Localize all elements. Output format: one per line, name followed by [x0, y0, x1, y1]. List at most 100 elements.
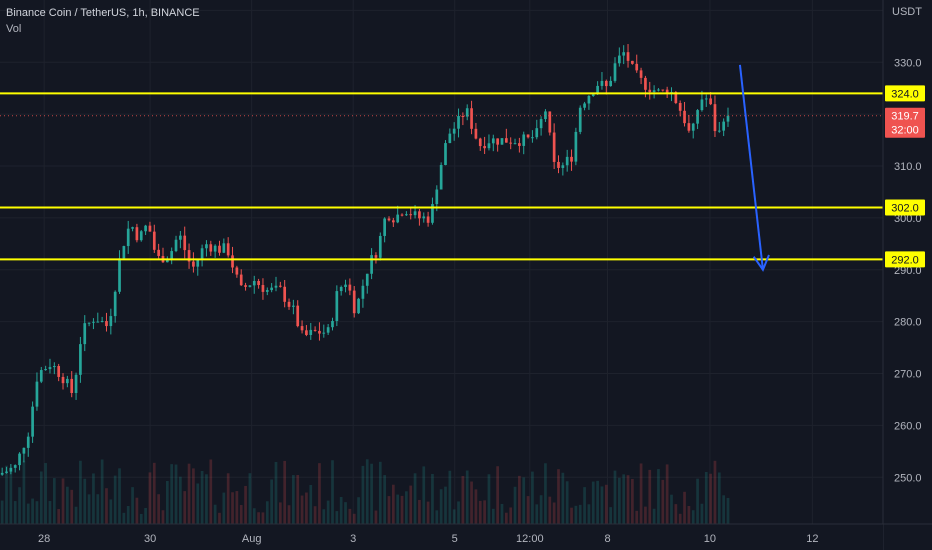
y-tick-label: 330.0 — [894, 57, 922, 69]
volume-bar — [435, 510, 439, 524]
candle-body — [483, 146, 486, 149]
candle-body — [9, 467, 13, 472]
candle-body — [422, 216, 426, 219]
candles — [0, 44, 730, 476]
volume-bar — [674, 504, 678, 524]
candle-body — [552, 132, 556, 162]
candle-body — [257, 280, 260, 286]
volume-bar — [335, 511, 339, 524]
x-tick-label: 30 — [144, 533, 156, 545]
y-tick-label: 260.0 — [894, 420, 922, 432]
volume-bar — [504, 512, 508, 524]
candle-body — [274, 285, 278, 288]
candle-body — [500, 138, 504, 145]
candle-body — [235, 267, 239, 275]
x-tick-label: 12 — [806, 533, 818, 545]
candle-body — [13, 465, 17, 468]
candle-body — [196, 259, 200, 267]
candle-body — [548, 111, 552, 133]
candle-body — [496, 138, 499, 145]
volume-bar — [652, 508, 656, 524]
volume-bar — [518, 475, 521, 524]
volume-bar — [105, 488, 108, 524]
y-tick-label: 270.0 — [894, 369, 922, 381]
volume-bar — [357, 497, 360, 524]
candle-body — [131, 227, 134, 229]
candle-body — [165, 259, 169, 263]
volume-bar — [704, 472, 708, 524]
candle-body — [657, 89, 660, 91]
volume-bar — [179, 476, 182, 524]
candle-body — [691, 123, 695, 131]
volume-bar — [5, 465, 8, 524]
volume-bar — [726, 497, 730, 524]
volume-bar — [557, 469, 560, 524]
volume-bar — [109, 499, 113, 524]
candle-body — [461, 115, 465, 117]
level-lines — [0, 92, 883, 261]
candle-body — [209, 244, 213, 252]
volume-bar — [183, 491, 187, 524]
projection-arrow — [738, 64, 770, 272]
candle-body — [370, 255, 373, 274]
volume-bar — [396, 494, 400, 524]
volume-bar — [700, 503, 704, 524]
candle-body — [704, 98, 708, 100]
volume-bar — [118, 468, 121, 524]
candle-body — [678, 103, 682, 111]
volume-bar — [131, 487, 134, 524]
volume-bar — [361, 465, 365, 524]
candle-body — [474, 128, 478, 139]
volume-bar — [148, 472, 152, 524]
volume-bar — [331, 460, 334, 524]
volume-bar — [222, 492, 226, 524]
volume-bar — [374, 510, 378, 524]
candle-body — [200, 248, 204, 260]
volume-bar — [448, 470, 452, 524]
candle-body — [265, 290, 269, 292]
candle-body — [565, 156, 569, 166]
candle-body — [18, 453, 21, 466]
candle-body — [31, 406, 34, 437]
candle-body — [452, 128, 456, 134]
candle-body — [418, 211, 421, 219]
volume-bar — [496, 466, 499, 524]
volume-bar — [552, 502, 556, 524]
volume-bar — [509, 507, 513, 524]
x-tick-label: 3 — [350, 533, 356, 545]
candle-body — [435, 189, 439, 205]
candle-body — [635, 63, 639, 71]
volume-bar — [491, 508, 495, 524]
candle-body — [387, 218, 391, 221]
volume-bar — [583, 487, 586, 524]
candle-body — [300, 326, 304, 331]
volume-bar — [487, 474, 491, 524]
candle-body — [5, 471, 8, 473]
volume-bar — [687, 505, 691, 524]
last-price-tag — [885, 107, 925, 138]
candle-body — [157, 249, 160, 256]
candle-body — [596, 85, 599, 95]
volume-bar — [622, 474, 626, 524]
volume-bar — [574, 505, 578, 524]
level-price-tag — [885, 251, 925, 268]
volume-bar — [209, 459, 213, 524]
candle-body — [126, 228, 130, 247]
candle-body — [61, 376, 65, 384]
volume-bar — [544, 463, 547, 524]
candle-body — [187, 250, 191, 262]
grid — [0, 0, 883, 524]
time-axis: 28 30 Aug 3 5 12:00 8 10 12 — [0, 523, 932, 550]
candle-body — [35, 381, 39, 407]
candle-body — [683, 110, 686, 124]
volume-bar — [52, 478, 56, 524]
volume-bar — [261, 512, 265, 524]
candle-body — [39, 370, 43, 382]
volume-bar — [400, 495, 404, 524]
volume-bar — [326, 500, 330, 524]
volume-bar — [452, 509, 456, 524]
volume-bar — [696, 478, 699, 524]
chart-title: Binance Coin / TetherUS, 1h, BINANCE — [6, 7, 200, 19]
